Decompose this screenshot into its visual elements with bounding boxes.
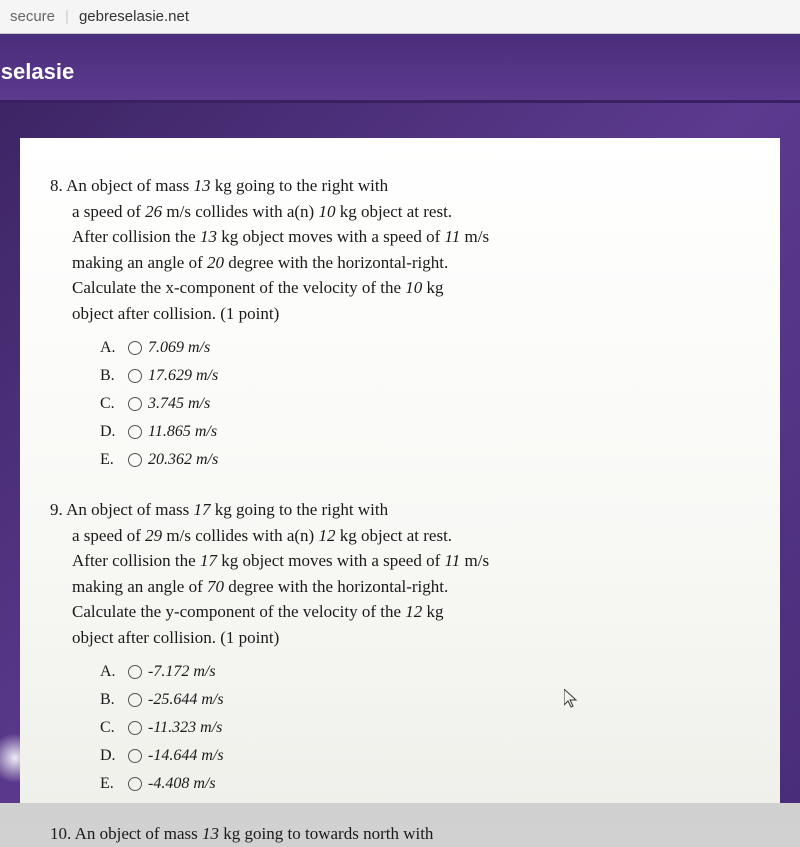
option-c[interactable]: C. 3.745 m/s	[100, 392, 750, 416]
radio-icon[interactable]	[128, 453, 142, 467]
option-b[interactable]: B. 17.629 m/s	[100, 364, 750, 388]
option-e[interactable]: E. 20.362 m/s	[100, 448, 750, 472]
secure-label: secure	[10, 8, 55, 25]
radio-icon[interactable]	[128, 777, 142, 791]
question-number: 8.	[50, 176, 63, 195]
site-title: reselasie	[0, 59, 74, 84]
radio-icon[interactable]	[128, 693, 142, 707]
option-a[interactable]: A. -7.172 m/s	[100, 660, 750, 684]
question-text: 8. An object of mass 13 kg going to the …	[50, 173, 750, 326]
radio-icon[interactable]	[128, 721, 142, 735]
cursor-icon	[564, 688, 580, 718]
radio-icon[interactable]	[128, 665, 142, 679]
radio-icon[interactable]	[128, 749, 142, 763]
options-list: A. 7.069 m/s B. 17.629 m/s C. 3.745 m/s …	[100, 336, 750, 472]
question-text: 9. An object of mass 17 kg going to the …	[50, 497, 750, 650]
content-frame: 8. An object of mass 13 kg going to the …	[0, 103, 800, 803]
radio-icon[interactable]	[128, 341, 142, 355]
question-number: 9.	[50, 500, 63, 519]
question-8: 8. An object of mass 13 kg going to the …	[50, 173, 750, 472]
radio-icon[interactable]	[128, 369, 142, 383]
question-text: 10. An object of mass 13 kg going to tow…	[50, 821, 750, 847]
site-header: reselasie	[0, 34, 800, 103]
option-e[interactable]: E. -4.408 m/s	[100, 772, 750, 796]
options-list: A. -7.172 m/s B. -25.644 m/s C. -11.323 …	[100, 660, 750, 796]
browser-address-bar: secure | gebreselasie.net	[0, 0, 800, 34]
option-d[interactable]: D. 11.865 m/s	[100, 420, 750, 444]
question-9: 9. An object of mass 17 kg going to the …	[50, 497, 750, 796]
url-text[interactable]: gebreselasie.net	[79, 8, 189, 25]
separator: |	[65, 8, 69, 25]
option-d[interactable]: D. -14.644 m/s	[100, 744, 750, 768]
question-10: 10. An object of mass 13 kg going to tow…	[50, 821, 750, 847]
question-number: 10.	[50, 824, 71, 843]
radio-icon[interactable]	[128, 425, 142, 439]
option-b[interactable]: B. -25.644 m/s	[100, 688, 750, 712]
quiz-panel: 8. An object of mass 13 kg going to the …	[20, 138, 780, 803]
option-c[interactable]: C. -11.323 m/s	[100, 716, 750, 740]
option-a[interactable]: A. 7.069 m/s	[100, 336, 750, 360]
radio-icon[interactable]	[128, 397, 142, 411]
